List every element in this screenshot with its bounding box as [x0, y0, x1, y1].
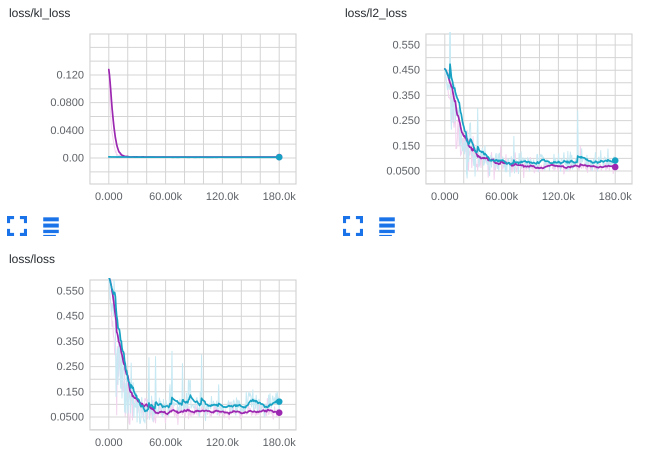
- svg-text:0.0500: 0.0500: [386, 166, 420, 178]
- svg-text:120.0k: 120.0k: [206, 437, 240, 449]
- svg-text:180.0k: 180.0k: [599, 191, 633, 203]
- svg-text:60.00k: 60.00k: [149, 191, 183, 203]
- svg-text:0.0400: 0.0400: [50, 125, 84, 137]
- svg-text:180.0k: 180.0k: [263, 437, 297, 449]
- svg-text:0.000: 0.000: [95, 437, 123, 449]
- svg-text:0.000: 0.000: [95, 191, 123, 203]
- svg-text:180.0k: 180.0k: [263, 191, 297, 203]
- svg-text:0.450: 0.450: [392, 65, 420, 77]
- svg-text:0.00: 0.00: [63, 153, 84, 165]
- svg-text:0.150: 0.150: [56, 386, 84, 398]
- svg-text:120.0k: 120.0k: [206, 191, 240, 203]
- svg-text:0.250: 0.250: [56, 361, 84, 373]
- svg-text:0.350: 0.350: [56, 336, 84, 348]
- svg-text:0.0800: 0.0800: [50, 97, 84, 109]
- svg-text:0.250: 0.250: [392, 115, 420, 127]
- svg-text:0.0500: 0.0500: [50, 412, 84, 424]
- svg-text:0.550: 0.550: [392, 40, 420, 52]
- svg-text:0.120: 0.120: [56, 70, 84, 82]
- svg-text:0.000: 0.000: [431, 191, 459, 203]
- svg-text:120.0k: 120.0k: [542, 191, 576, 203]
- svg-text:0.350: 0.350: [392, 90, 420, 102]
- svg-text:60.00k: 60.00k: [485, 191, 519, 203]
- svg-text:60.00k: 60.00k: [149, 437, 183, 449]
- svg-text:0.150: 0.150: [392, 140, 420, 152]
- svg-text:0.550: 0.550: [56, 286, 84, 298]
- svg-text:0.450: 0.450: [56, 311, 84, 323]
